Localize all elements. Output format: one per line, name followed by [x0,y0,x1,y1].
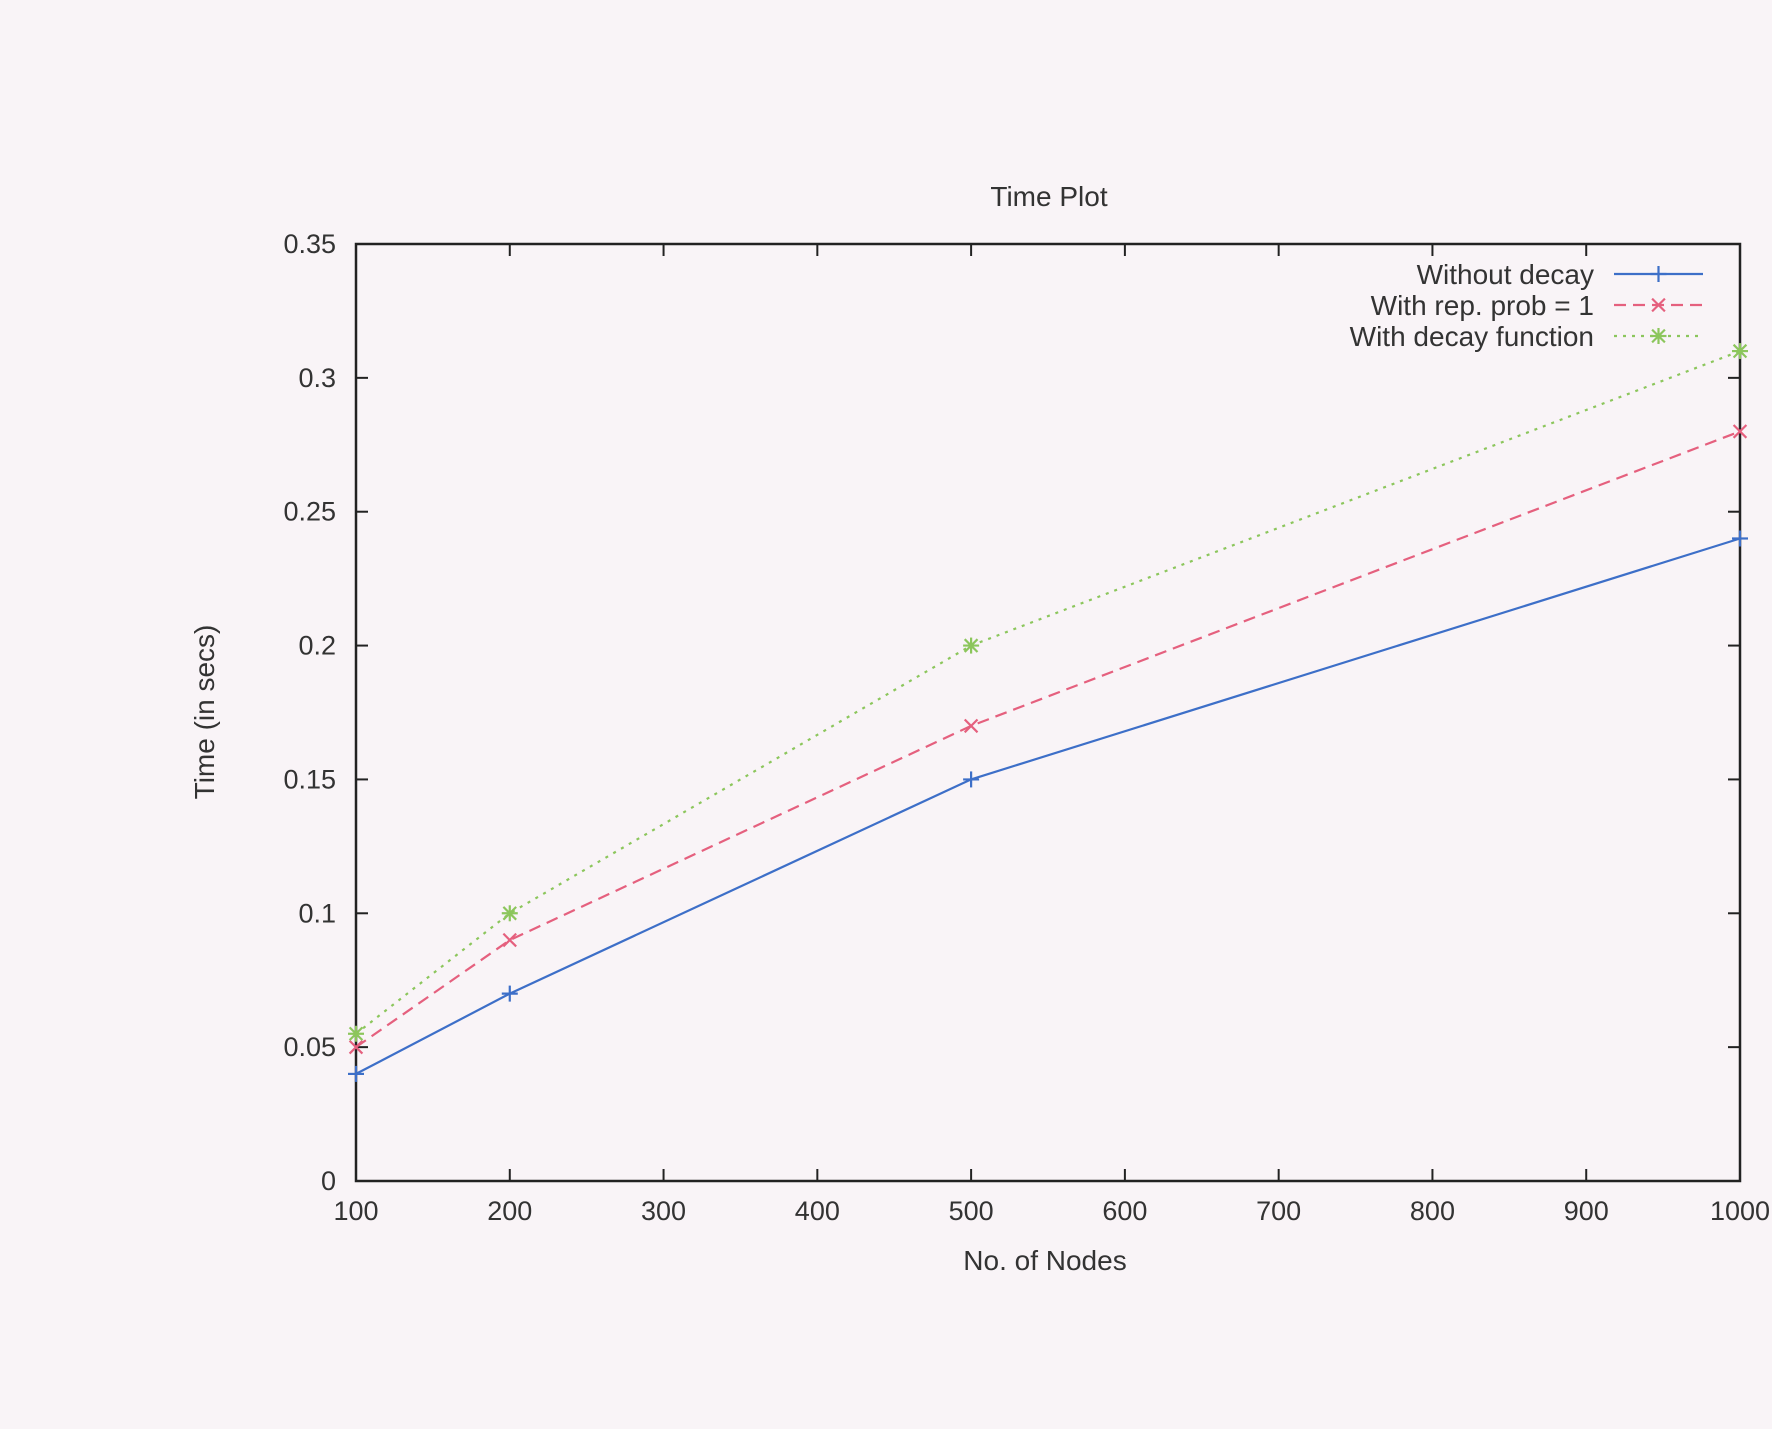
marker-stroke [1732,424,1748,439]
x-tick-label: 800 [1410,1196,1455,1226]
series-1 [348,424,1748,1055]
plot-frame [354,242,1742,1183]
data-point [1732,343,1748,360]
y-axis-title: Time (in secs) [189,625,220,800]
series-line [355,430,1741,1049]
x-tick-label: 700 [1256,1196,1301,1226]
data-point [963,718,979,734]
x-axis-title: No. of Nodes [963,1245,1126,1276]
legend-entry: Without decay [1417,259,1703,290]
series-2 [348,343,1748,1042]
chart-title: Time Plot [990,181,1107,212]
y-tick-label: 0.1 [298,898,336,928]
axis-ticks [355,243,1741,1182]
x-tick-label: 600 [1102,1196,1147,1226]
data-point [348,1065,364,1082]
legend-label: With decay function [1350,321,1594,352]
data-point [1732,424,1748,439]
x-tick-label: 400 [795,1196,840,1226]
marker-stroke [502,906,517,921]
marker-stroke [1651,297,1666,313]
legend-label: Without decay [1417,259,1594,290]
data-point [348,1039,364,1055]
y-tick-label: 0.2 [298,631,336,661]
marker-stroke [348,1026,364,1041]
y-tick-label: 0.3 [298,363,336,393]
marker-stroke [963,718,979,734]
y-tick-label: 0.15 [283,764,336,794]
marker-stroke [1732,343,1748,359]
data-point [502,932,517,948]
marker-stroke [502,932,517,948]
y-tick-label: 0.05 [283,1032,336,1062]
y-tick-label: 0.25 [283,497,336,527]
y-tick-label: 0 [321,1166,336,1196]
data-point [501,985,518,1002]
legend-label: With rep. prob = 1 [1371,290,1594,321]
legend-entry: With rep. prob = 1 [1371,290,1703,321]
series-line [355,350,1741,1035]
data-point [963,771,980,788]
legend-entry: With decay function [1350,321,1703,352]
series-line [355,537,1741,1075]
x-tick-label: 100 [333,1196,378,1226]
axis-tick-labels: 100 200 300 400 500 600 700 800 900 1000 0 0.05 0.1 0… [283,229,1770,1226]
y-tick-label: 0.35 [283,229,336,259]
data-point [1732,530,1748,547]
data-point [963,637,980,654]
series-layer [348,343,1748,1082]
x-tick-label: 900 [1564,1196,1609,1226]
x-tick-label: 500 [949,1196,994,1226]
marker-stroke [348,1039,364,1055]
data-point [348,1025,364,1042]
series-0 [348,530,1748,1082]
data-point [501,905,518,922]
marker-stroke [1651,328,1666,344]
x-tick-label: 1000 [1710,1196,1770,1226]
x-tick-label: 200 [487,1196,532,1226]
marker-stroke [963,638,979,653]
x-tick-label: 300 [641,1196,686,1226]
